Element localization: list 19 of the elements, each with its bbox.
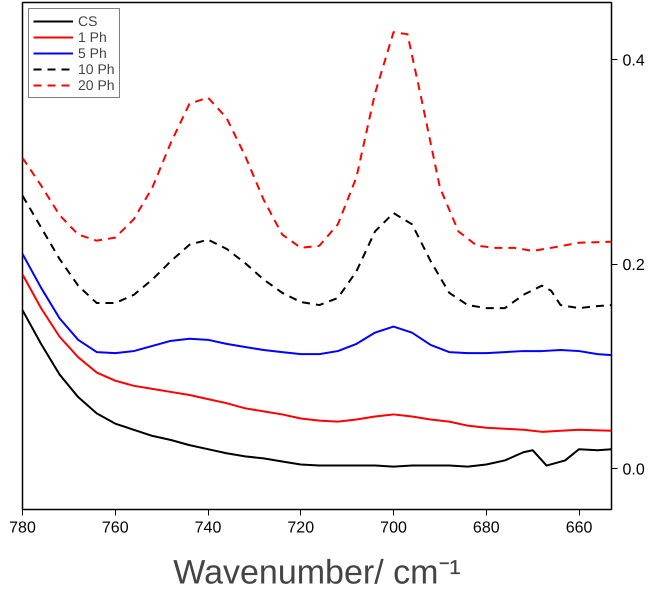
line-series (22, 31, 612, 252)
x-tick-label: 680 (472, 520, 500, 536)
x-tick-label: 780 (9, 520, 36, 536)
y-tick-label: 0.0 (622, 462, 645, 479)
legend-label: 20 Ph (78, 77, 115, 93)
legend-label: 10 Ph (78, 61, 115, 77)
x-tick-label: 660 (566, 520, 592, 536)
y-tick-label: 0.2 (622, 257, 645, 274)
legend-label: 5 Ph (78, 45, 107, 61)
x-tick-label: 760 (102, 520, 129, 536)
y-tick-label: 0.4 (622, 52, 645, 70)
x-tick-label: 720 (287, 520, 314, 536)
legend-label: CS (78, 13, 98, 29)
line-series (22, 252, 612, 356)
x-tick-label: 700 (380, 520, 407, 536)
legend-label: 1 Ph (78, 29, 107, 45)
x-tick-label: 740 (194, 520, 222, 536)
x-axis-title: Wavenumber/ cm⁻¹ (173, 554, 461, 592)
line-series (22, 273, 612, 433)
